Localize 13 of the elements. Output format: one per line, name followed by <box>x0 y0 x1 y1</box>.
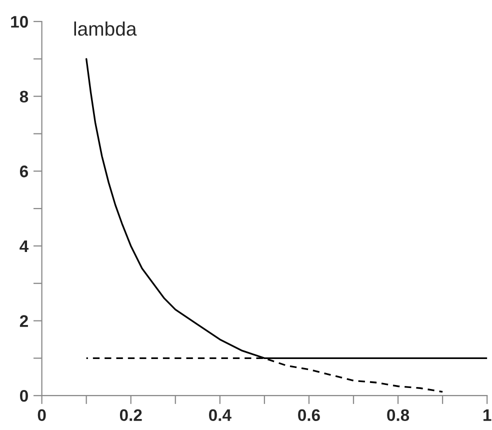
x-tick-label: 0 <box>38 409 46 422</box>
y-tick-label: 10 <box>11 16 28 28</box>
x-tick-label: 0.8 <box>387 409 410 422</box>
x-tick-label: 0.2 <box>120 409 142 422</box>
x-tick-label: 1 <box>483 409 492 421</box>
y-axis-title: lambda <box>74 22 137 36</box>
y-tick-label: 0 <box>20 390 28 402</box>
x-tick-label: 0.4 <box>209 409 232 422</box>
y-tick-label: 2 <box>20 315 28 327</box>
y-tick-label: 8 <box>20 90 28 103</box>
y-tick-label: 4 <box>20 240 29 252</box>
x-tick-label: 0.6 <box>298 409 320 422</box>
y-tick-label: 6 <box>20 166 28 178</box>
